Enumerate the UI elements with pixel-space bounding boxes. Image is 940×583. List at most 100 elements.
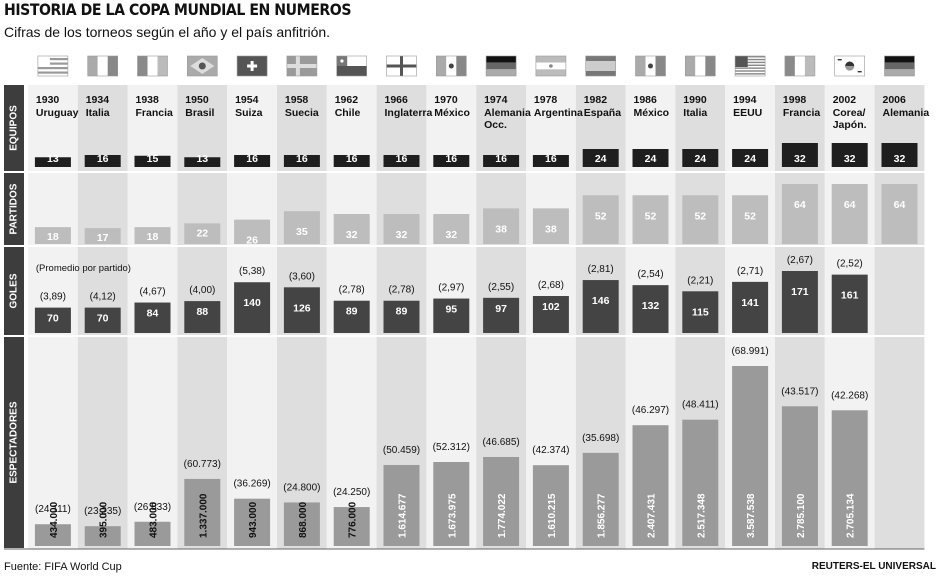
section-label-bg [4,337,24,548]
section-label-bg [4,173,24,245]
bar-equipos [483,155,520,167]
bar-label-partidos: 32 [445,229,457,241]
bar-espectadores [732,366,769,546]
host-label: Inglaterra [385,107,433,119]
bar-goles [781,271,818,333]
section-label-espectadores: ESPECTADORES [9,401,20,483]
bar-goles [433,298,470,333]
flag-suiza-icon [236,55,268,77]
flag-suecia-icon [286,55,318,77]
avg-label-goles: (2,71) [737,266,763,277]
flag-francia-icon [784,55,816,77]
year-label: 1990 [683,94,707,106]
year-label: 1994 [733,94,757,106]
bar-label-goles: 88 [196,306,208,318]
host-label: Brasil [185,107,214,119]
bar-goles [184,301,221,333]
host-label: Occ. [484,119,507,131]
bar-label-espectadores: 483.000 [149,501,160,538]
avg-label-espectadores: (24.800) [283,482,320,493]
bar-label-partidos: 18 [147,231,159,243]
flag-eeuu-icon [734,55,766,77]
bar-label-partidos: 64 [794,199,806,211]
bar-label-espectadores: 1.614.677 [398,493,409,538]
goles-note: (Promedio por partido) [36,263,131,274]
avg-label-goles: (4,67) [139,287,165,298]
avg-label-goles: (2,78) [388,285,414,296]
avg-label-goles: (2,68) [538,280,564,291]
flag-brasil-icon [187,55,218,77]
bar-label-partidos: 64 [894,199,906,211]
year-label: 1954 [235,94,259,106]
bar-espectadores [333,507,370,546]
bar-equipos [383,155,420,167]
bar-label-partidos: 32 [346,229,358,241]
bar-espectadores [184,478,221,546]
bar-goles [34,307,71,333]
bar-equipos [831,143,868,167]
bar-equipos [283,155,320,167]
avg-label-goles: (3,89) [40,292,66,303]
bar-equipos [881,143,918,167]
bar-label-equipos: 16 [545,153,557,165]
year-label: 1998 [783,94,807,106]
host-label: Uruguay [36,107,79,119]
bar-label-espectadores: 1.856.277 [597,493,608,538]
bar-label-partidos: 17 [97,232,109,244]
year-label: 2002 [833,94,857,106]
bar-label-partidos: 52 [744,210,756,222]
bar-label-equipos: 16 [97,153,109,165]
bar-label-espectadores: 2.785.100 [796,493,807,538]
bar-goles [234,282,271,333]
bar-espectadores [781,406,818,546]
avg-label-espectadores: (60.773) [184,459,221,470]
bar-label-goles: 171 [791,286,809,298]
bar-partidos [632,195,669,244]
bar-espectadores [134,521,171,546]
year-label: 1974 [484,94,508,106]
avg-label-goles: (4,12) [90,292,116,303]
flag-mexico-icon [635,55,666,77]
year-label: 1950 [185,94,209,106]
bar-equipos [184,157,221,167]
section-label-bg [4,247,24,335]
bar-espectadores [383,464,420,546]
bar-label-goles: 140 [243,297,261,309]
bar-label-goles: 84 [147,308,159,320]
bar-label-espectadores: 1.337.000 [198,493,209,538]
bar-equipos [732,149,769,167]
bar-label-espectadores: 943.000 [248,501,259,538]
bar-label-espectadores: 776.000 [348,501,359,538]
year-label: 1966 [385,94,409,106]
bar-label-goles: 132 [642,300,660,312]
bar-label-partidos: 52 [595,210,607,222]
bar-label-equipos: 32 [894,153,906,165]
bar-label-goles: 161 [841,290,859,302]
bar-partidos [831,184,868,244]
bar-equipos [333,155,370,167]
bar-espectadores [532,465,569,546]
bar-espectadores [632,425,669,546]
bar-label-equipos: 15 [147,153,159,165]
avg-label-goles: (2,97) [438,283,464,294]
avg-label-espectadores: (52.312) [433,442,470,453]
bar-goles [283,287,320,333]
bar-label-goles: 97 [495,303,507,315]
avg-label-espectadores: (36.269) [233,479,270,490]
bar-partidos [134,227,171,244]
bar-partidos [483,208,520,244]
bar-label-goles: 146 [592,295,610,307]
bar-label-goles: 89 [396,306,408,318]
bar-label-goles: 126 [293,302,311,314]
bar-goles [84,307,121,333]
avg-label-goles: (5,38) [239,266,265,277]
bar-partidos [283,211,320,244]
flag-espana-icon [585,55,617,77]
bar-label-partidos: 52 [694,210,706,222]
avg-label-espectadores: (48.411) [682,400,719,411]
year-label: 1970 [434,94,458,106]
section-label-bg [4,85,24,171]
avg-label-goles: (2,52) [837,259,863,270]
year-label: 1962 [335,94,359,106]
bar-label-espectadores: 434.000 [49,501,60,538]
